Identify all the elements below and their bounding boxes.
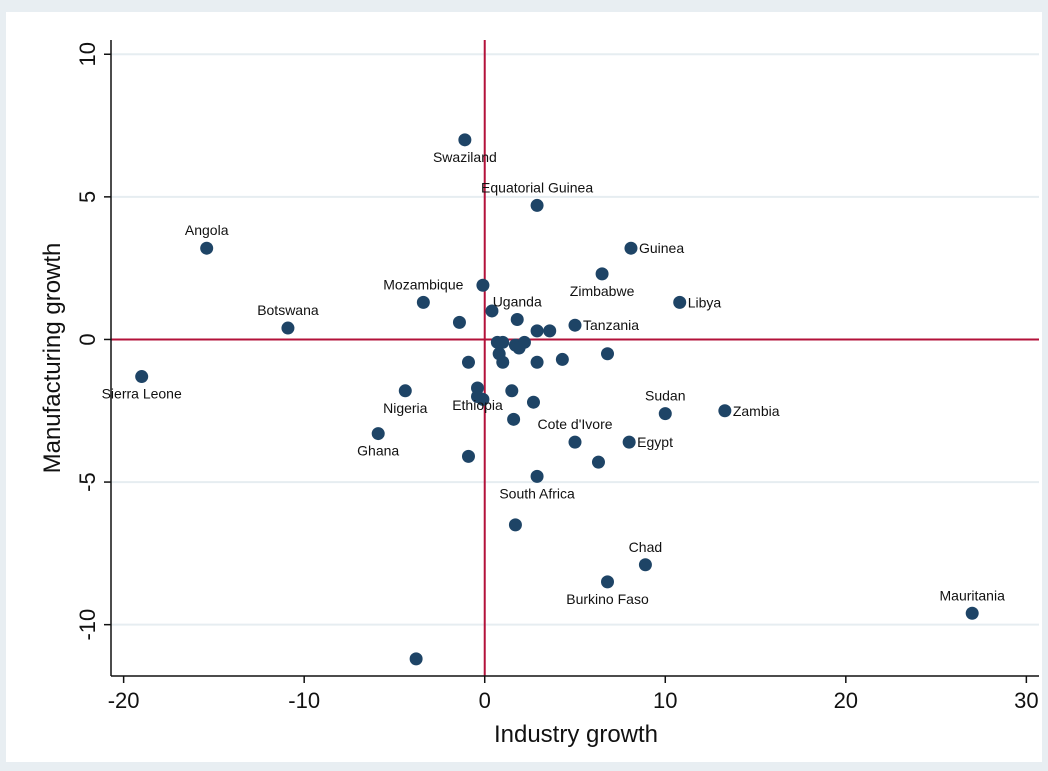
data-point <box>416 295 430 309</box>
data-point <box>512 341 526 355</box>
data-point <box>591 455 605 469</box>
data-point <box>496 355 510 369</box>
chart-background <box>6 12 1042 762</box>
y-axis-title: Manufacturing growth <box>39 243 66 474</box>
point-label: Ethiopia <box>452 397 503 413</box>
point-label: Chad <box>629 539 662 555</box>
data-point <box>458 133 472 147</box>
point-label: Zambia <box>733 403 780 419</box>
point-label: Nigeria <box>383 400 428 416</box>
data-point <box>135 370 149 384</box>
data-point <box>530 355 544 369</box>
data-point <box>622 435 636 449</box>
y-tick-label: 10 <box>75 42 100 66</box>
x-tick-label: -20 <box>108 688 140 713</box>
point-label: Mauritania <box>940 587 1006 603</box>
data-point <box>200 241 214 255</box>
data-point <box>398 384 412 398</box>
point-label: Sudan <box>645 388 685 404</box>
data-point <box>568 318 582 332</box>
point-labels: Angola Swaziland Equatorial Guinea Guinea Zi… <box>102 149 1005 607</box>
point-label: Botswana <box>257 302 319 318</box>
x-tick-label: 30 <box>1014 688 1038 713</box>
y-axis-ticks: 10 5 0 -5 -10 <box>75 42 111 641</box>
data-points <box>135 133 979 666</box>
data-point <box>281 321 295 335</box>
point-label: Sierra Leone <box>102 386 182 402</box>
data-point <box>965 606 979 620</box>
data-point <box>485 304 499 318</box>
x-tick-label: 20 <box>834 688 858 713</box>
point-label: Ghana <box>357 443 399 459</box>
point-label: Equatorial Guinea <box>481 179 593 195</box>
y-tick-label: 0 <box>75 333 100 345</box>
data-point <box>461 449 475 463</box>
data-point <box>508 518 522 532</box>
x-tick-label: -10 <box>288 688 320 713</box>
data-point <box>600 347 614 361</box>
data-point <box>543 324 557 338</box>
data-point <box>530 198 544 212</box>
y-tick-label: -10 <box>75 609 100 641</box>
x-axis-ticks: -20 -10 0 10 20 30 <box>108 676 1039 713</box>
point-label: Cote d'Ivore <box>537 416 612 432</box>
data-point <box>595 267 609 281</box>
y-tick-label: 5 <box>75 191 100 203</box>
data-point <box>476 278 490 292</box>
data-point <box>718 404 732 418</box>
point-label: Burkino Faso <box>566 591 649 607</box>
data-point <box>476 392 490 406</box>
data-point <box>555 352 569 366</box>
data-point <box>496 335 510 349</box>
data-point <box>409 652 423 666</box>
axes <box>110 40 1039 677</box>
data-point <box>658 407 672 421</box>
point-label: Tanzania <box>583 317 639 333</box>
data-point <box>507 412 521 426</box>
data-point <box>568 435 582 449</box>
point-label: Guinea <box>639 240 684 256</box>
data-point <box>673 295 687 309</box>
data-point <box>600 575 614 589</box>
point-label: Libya <box>688 294 722 310</box>
point-label: South Africa <box>499 485 575 501</box>
point-label: Egypt <box>637 434 673 450</box>
point-label: Swaziland <box>433 149 497 165</box>
x-tick-label: 0 <box>479 688 491 713</box>
data-point <box>510 312 524 326</box>
point-label: Zimbabwe <box>570 283 635 299</box>
data-point <box>638 558 652 572</box>
data-point <box>526 395 540 409</box>
point-label: Uganda <box>493 293 542 309</box>
data-point <box>530 324 544 338</box>
point-label: Mozambique <box>383 276 463 292</box>
data-point <box>505 384 519 398</box>
data-point <box>624 241 638 255</box>
reference-lines <box>111 40 1039 676</box>
point-label: Angola <box>185 222 229 238</box>
x-axis-title: Industry growth <box>494 721 658 748</box>
data-point <box>452 315 466 329</box>
x-tick-label: 10 <box>653 688 677 713</box>
data-point <box>371 427 385 441</box>
data-point <box>461 355 475 369</box>
data-point <box>530 469 544 483</box>
y-tick-label: -5 <box>75 472 100 492</box>
